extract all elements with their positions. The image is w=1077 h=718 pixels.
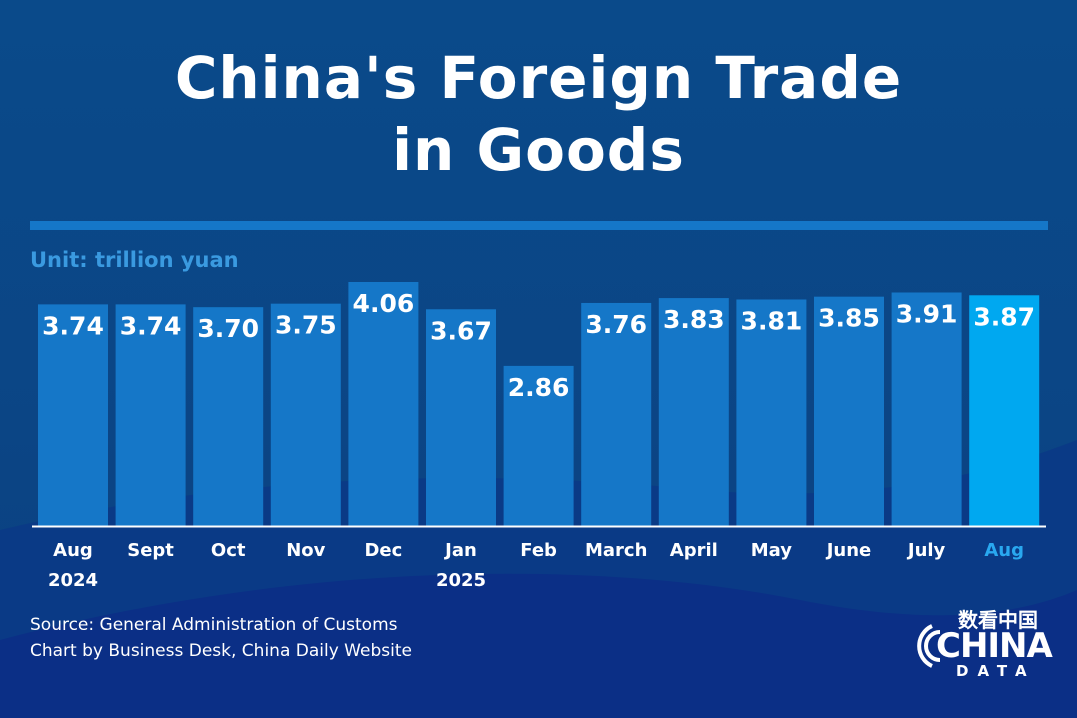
bar xyxy=(969,295,1040,526)
chart-title: China's Foreign Trade in Goods xyxy=(0,42,1077,186)
divider xyxy=(30,221,1048,230)
bar xyxy=(581,302,652,526)
x-tick-label: Dec xyxy=(364,540,402,561)
bar xyxy=(115,304,186,526)
value-label: 3.76 xyxy=(585,310,647,339)
bar xyxy=(270,303,341,526)
unit-label: Unit: trillion yuan xyxy=(30,248,239,272)
source-text: Source: General Administration of Custom… xyxy=(30,615,398,635)
value-label: 3.70 xyxy=(197,314,259,343)
bar xyxy=(38,304,108,526)
x-tick-label: April xyxy=(670,540,718,561)
x-tick-label: Jan xyxy=(443,540,477,561)
value-label: 3.87 xyxy=(973,302,1035,331)
x-tick-label: March xyxy=(585,540,647,561)
broadcast-arc-icon xyxy=(917,624,941,668)
x-tick-label: Oct xyxy=(211,540,246,561)
value-label: 3.91 xyxy=(896,299,958,328)
bar xyxy=(426,309,496,526)
x-tick-label: 2025 xyxy=(436,570,486,591)
bar xyxy=(658,298,729,526)
x-tick-label: July xyxy=(906,540,946,561)
bar xyxy=(503,365,574,526)
logo-cn: 数看中国 xyxy=(958,608,1038,632)
bar xyxy=(814,296,884,526)
title-line-1: China's Foreign Trade xyxy=(174,44,903,112)
value-label: 3.67 xyxy=(430,316,492,345)
x-tick-label: Feb xyxy=(520,540,557,561)
credit-text: Chart by Business Desk, China Daily Webs… xyxy=(30,641,412,661)
logo-sub: DATA xyxy=(956,662,1036,680)
value-label: 3.75 xyxy=(275,311,337,340)
x-tick-label: June xyxy=(825,540,872,561)
bar xyxy=(348,282,419,526)
x-tick-label: Sept xyxy=(127,540,174,561)
x-tick-label: Nov xyxy=(286,540,325,561)
x-tick-label: 2024 xyxy=(48,570,98,591)
china-data-logo: 数看中国 CHINA DATA xyxy=(912,604,1053,684)
x-tick-label: Aug xyxy=(53,540,93,561)
title-line-2: in Goods xyxy=(392,116,685,184)
bar xyxy=(736,299,807,526)
logo-main: CHINA xyxy=(936,626,1053,666)
value-label: 4.06 xyxy=(353,289,415,318)
value-label: 2.86 xyxy=(508,373,570,402)
value-label: 3.81 xyxy=(741,306,803,335)
value-label: 3.74 xyxy=(120,311,182,340)
x-tick-label: Aug xyxy=(984,540,1024,561)
value-label: 3.83 xyxy=(663,305,725,334)
value-label: 3.85 xyxy=(818,304,880,333)
bar xyxy=(891,292,962,526)
bar xyxy=(193,307,264,526)
x-tick-label: May xyxy=(751,540,793,561)
value-label: 3.74 xyxy=(42,311,104,340)
